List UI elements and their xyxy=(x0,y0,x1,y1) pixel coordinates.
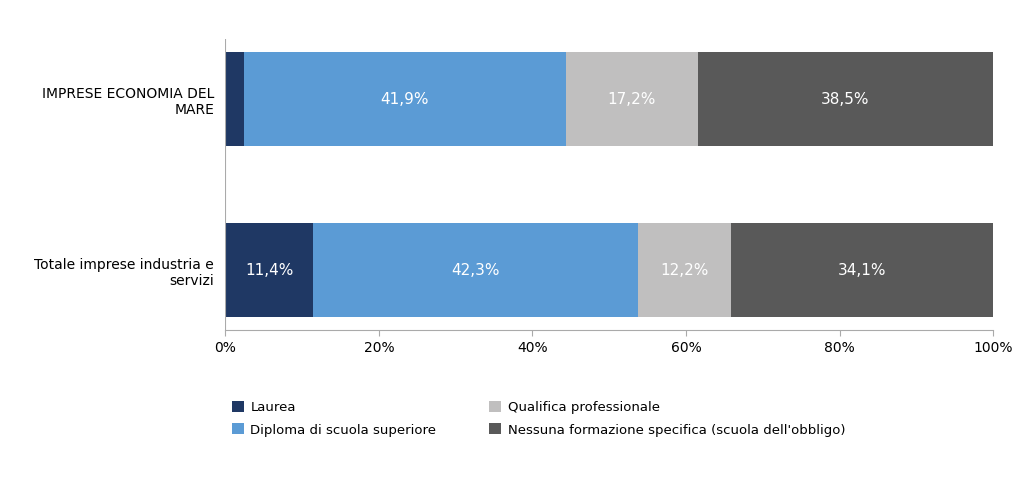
Text: 34,1%: 34,1% xyxy=(838,263,887,278)
Bar xyxy=(244,52,565,146)
Bar xyxy=(313,223,638,317)
Legend: Laurea, Diploma di scuola superiore, Qualifica professionale, Nessuna formazione: Laurea, Diploma di scuola superiore, Qua… xyxy=(231,401,845,436)
Bar xyxy=(638,223,731,317)
Text: 41,9%: 41,9% xyxy=(380,92,429,106)
Bar xyxy=(225,223,313,317)
Bar xyxy=(697,52,993,146)
Text: 17,2%: 17,2% xyxy=(607,92,655,106)
Text: 12,2%: 12,2% xyxy=(660,263,709,278)
Bar xyxy=(731,223,993,317)
Text: 11,4%: 11,4% xyxy=(245,263,293,278)
Text: 42,3%: 42,3% xyxy=(451,263,500,278)
Bar xyxy=(225,52,244,146)
Text: 38,5%: 38,5% xyxy=(821,92,869,106)
Bar xyxy=(565,52,697,146)
